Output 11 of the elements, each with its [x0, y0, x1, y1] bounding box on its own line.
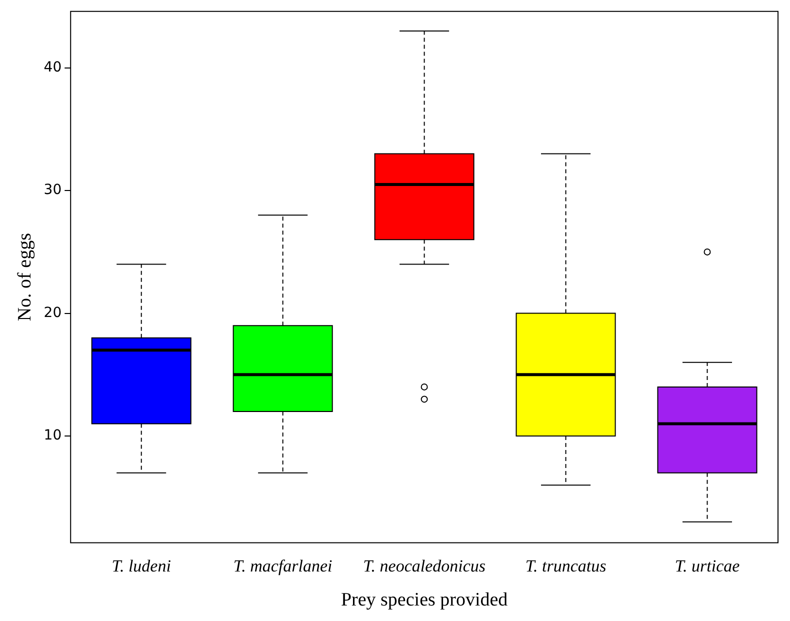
x-tick-label: T. neocaledonicus — [363, 556, 486, 576]
y-axis-title: No. of eggs — [14, 233, 36, 322]
x-tick-label: T. urticae — [674, 556, 740, 576]
y-tick-label: 20 — [44, 304, 62, 321]
y-tick-label: 40 — [44, 59, 62, 76]
x-tick-label: T. truncatus — [525, 556, 607, 576]
y-tick-label: 30 — [44, 182, 62, 198]
x-tick-label: T. ludeni — [112, 556, 172, 576]
x-axis-title: Prey species provided — [340, 590, 508, 611]
y-tick-label: 10 — [44, 428, 62, 444]
x-tick-label: T. macfarlanei — [233, 556, 333, 576]
